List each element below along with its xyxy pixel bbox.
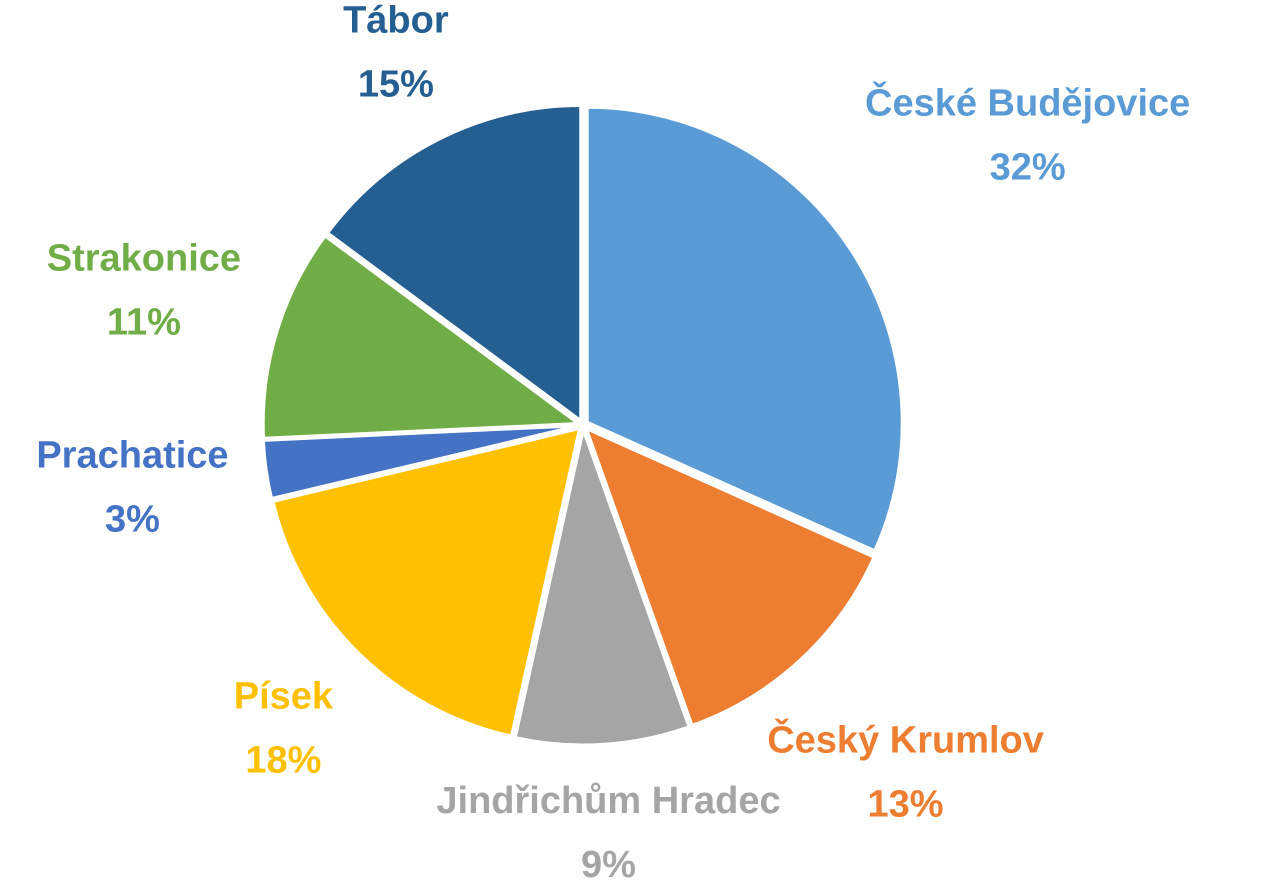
pie-slice <box>325 104 583 424</box>
pie-slice <box>583 425 877 728</box>
pie-slice <box>261 424 579 501</box>
slice-value: 32% <box>990 147 1066 189</box>
pie-slice <box>585 105 904 553</box>
pie-slice <box>261 233 583 440</box>
pie-slice <box>271 426 582 738</box>
slice-label: Jindřichům Hradec <box>436 780 780 822</box>
slice-label: Písek <box>234 675 334 717</box>
slice-label: Prachatice <box>36 435 228 477</box>
slice-value: 9% <box>581 844 636 886</box>
slice-label: Český Krumlov <box>767 717 1044 762</box>
slice-label: Strakonice <box>47 237 241 279</box>
pie-slice <box>513 424 691 747</box>
slice-value: 3% <box>105 499 160 541</box>
slice-value: 18% <box>245 739 321 781</box>
slice-value: 11% <box>107 301 181 343</box>
slice-value: 13% <box>868 784 944 826</box>
slice-label: České Budějovice <box>865 80 1190 125</box>
slice-value: 15% <box>358 63 434 105</box>
slice-label: Tábor <box>343 0 449 41</box>
